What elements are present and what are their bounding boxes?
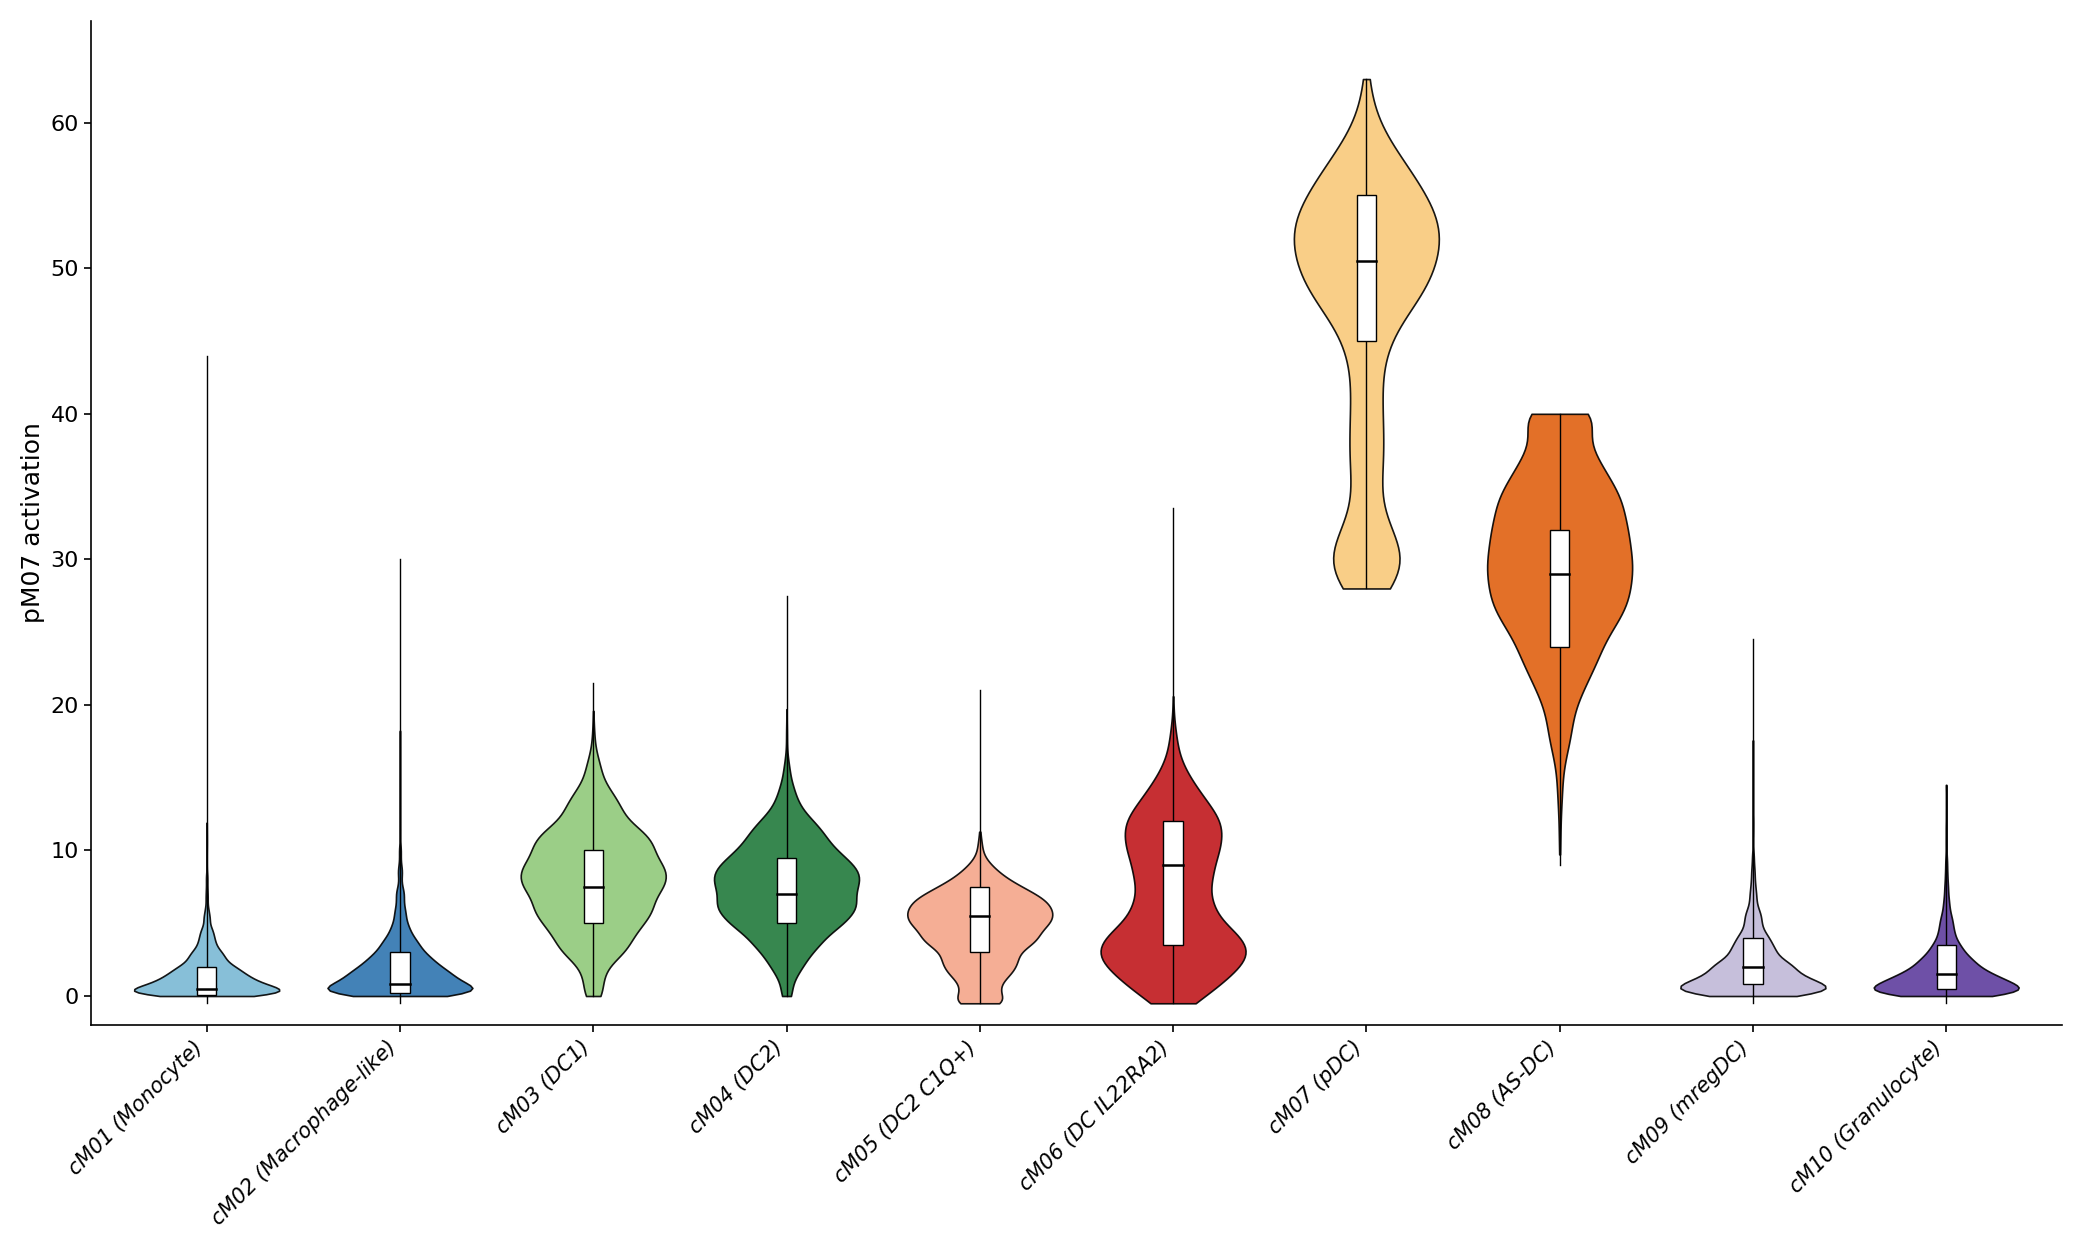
Bar	[583, 850, 602, 924]
Bar	[1743, 938, 1762, 984]
Y-axis label: pM07 activation: pM07 activation	[21, 422, 46, 624]
Bar	[1164, 821, 1183, 945]
Bar	[1550, 530, 1568, 646]
Bar	[390, 952, 410, 992]
Bar	[198, 968, 217, 995]
Bar	[1356, 195, 1377, 341]
Bar	[777, 858, 796, 924]
Bar	[1937, 945, 1956, 989]
Bar	[971, 886, 989, 952]
